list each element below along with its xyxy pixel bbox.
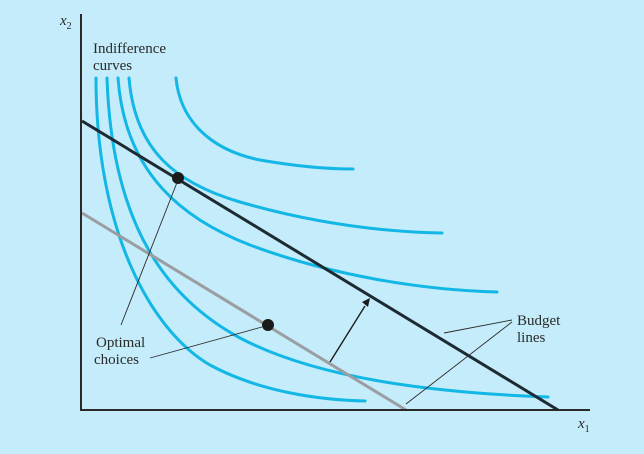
optimal-leader-low: [149, 326, 263, 359]
optimal-leader-high: [120, 179, 179, 326]
indifference-curve-4: [127, 76, 444, 235]
y-axis-label: x2: [59, 13, 72, 32]
budget-line-low: [81, 211, 407, 412]
optimal-choices-label: Optimal choices: [94, 335, 149, 368]
indifference-curve-1: [94, 76, 367, 403]
indifference-curves: [94, 76, 550, 403]
budget-line-high: [81, 119, 559, 412]
optimal-point-high: [172, 172, 184, 184]
x-axis-label: x1: [577, 416, 590, 435]
axes: [80, 14, 590, 411]
indifference-curve-2: [105, 76, 550, 399]
leader-lines: [120, 179, 513, 405]
indifference-curve-3: [116, 76, 499, 294]
budget-lines-label: Budget lines: [517, 313, 564, 346]
indifference-curve-5: [174, 76, 355, 171]
optimal-point-low: [262, 319, 274, 331]
indifference-curves-label: Indifference curves: [93, 41, 170, 74]
shift-arrow: [329, 298, 370, 363]
budget-leader-high: [443, 319, 513, 334]
budget-leader-low: [405, 321, 513, 405]
